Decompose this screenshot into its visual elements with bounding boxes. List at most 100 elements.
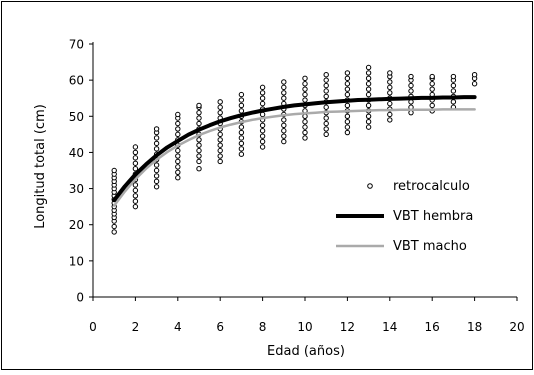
- data-point: [175, 175, 181, 181]
- data-point: [217, 99, 223, 105]
- data-point: [344, 91, 351, 98]
- data-point: [471, 72, 478, 78]
- data-point: [132, 193, 139, 199]
- data-point: [281, 95, 287, 101]
- data-point: [238, 97, 245, 103]
- data-point: [450, 82, 457, 89]
- data-point: [132, 144, 139, 150]
- data-point: [344, 81, 351, 87]
- data-point: [429, 102, 435, 109]
- data-point: [153, 178, 160, 185]
- data-point: [429, 73, 435, 80]
- x-tick-label: 20: [509, 320, 524, 334]
- legend: retrocalculo VBT hembra VBT macho: [336, 179, 473, 254]
- data-point: [450, 99, 457, 105]
- data-point: [153, 184, 160, 190]
- x-axis-title: Edad (años): [267, 344, 345, 359]
- x-tick-label: 2: [132, 320, 140, 334]
- data-point: [323, 131, 329, 138]
- data-point: [302, 119, 308, 125]
- data-point: [217, 109, 223, 116]
- data-point: [408, 73, 414, 80]
- data-point: [196, 109, 202, 116]
- data-point: [408, 88, 414, 94]
- legend-label: VBT macho: [393, 239, 467, 254]
- data-point: [387, 100, 393, 107]
- data-point: [217, 158, 223, 165]
- y-tick-label: 60: [69, 74, 84, 88]
- data-point: [281, 133, 287, 139]
- data-point: [408, 82, 414, 89]
- data-point: [365, 75, 372, 82]
- data-point: [132, 187, 139, 194]
- data-point: [259, 100, 266, 107]
- data-point: [365, 86, 372, 92]
- data-point: [153, 162, 160, 168]
- data-point: [302, 124, 308, 130]
- data-point: [238, 124, 245, 130]
- data-point: [302, 81, 308, 87]
- y-tick-label: 10: [69, 254, 84, 268]
- data-point: [238, 91, 245, 98]
- data-point: [238, 140, 245, 147]
- data-point: [323, 77, 329, 83]
- data-point: [111, 229, 117, 235]
- data-point: [196, 102, 202, 109]
- data-point: [196, 142, 202, 148]
- data-point: [281, 122, 287, 129]
- data-point: [259, 111, 266, 118]
- data-point: [132, 155, 139, 161]
- data-point: [132, 149, 139, 156]
- x-tick-label: 4: [174, 320, 182, 334]
- x-tick-label: 18: [467, 320, 482, 334]
- data-point: [175, 158, 181, 165]
- data-point: [344, 113, 351, 119]
- data-point: [281, 117, 287, 123]
- data-point: [302, 75, 308, 82]
- data-point: [281, 84, 287, 91]
- data-point: [365, 124, 372, 130]
- data-point: [217, 142, 223, 148]
- data-point: [259, 138, 266, 145]
- data-point: [175, 169, 181, 176]
- data-point: [408, 109, 414, 116]
- data-point: [323, 120, 329, 127]
- legend-label: VBT hembra: [393, 209, 473, 224]
- data-point: [153, 135, 160, 141]
- data-point: [238, 129, 245, 136]
- x-tick-label: 14: [382, 320, 397, 334]
- data-point: [344, 129, 351, 136]
- data-point: [302, 91, 308, 98]
- series-line: [112, 108, 476, 207]
- data-point: [196, 115, 202, 121]
- legend-label: retrocalculo: [393, 179, 470, 194]
- data-point: [259, 122, 266, 129]
- data-point: [153, 140, 160, 147]
- data-point: [302, 97, 308, 103]
- data-point: [365, 70, 372, 76]
- data-point: [132, 182, 139, 188]
- data-point: [238, 135, 245, 141]
- data-point: [153, 126, 160, 132]
- data-point: [196, 137, 202, 143]
- y-tick-label: 20: [69, 218, 84, 232]
- data-point: [175, 111, 181, 118]
- data-point: [302, 129, 308, 136]
- data-point: [281, 138, 287, 145]
- data-point: [238, 108, 245, 114]
- data-point: [302, 86, 308, 92]
- data-point: [387, 84, 393, 91]
- y-tick-label: 0: [76, 291, 84, 305]
- data-point: [196, 120, 202, 127]
- data-point: [217, 131, 223, 138]
- x-tick-label: 16: [425, 320, 440, 334]
- data-point: [408, 99, 414, 105]
- data-point: [344, 70, 351, 76]
- y-tick-label: 50: [69, 110, 84, 124]
- data-point: [217, 137, 223, 143]
- data-point: [259, 95, 266, 101]
- data-point: [217, 147, 223, 154]
- x-tick-label: 0: [89, 320, 97, 334]
- data-point: [196, 165, 202, 172]
